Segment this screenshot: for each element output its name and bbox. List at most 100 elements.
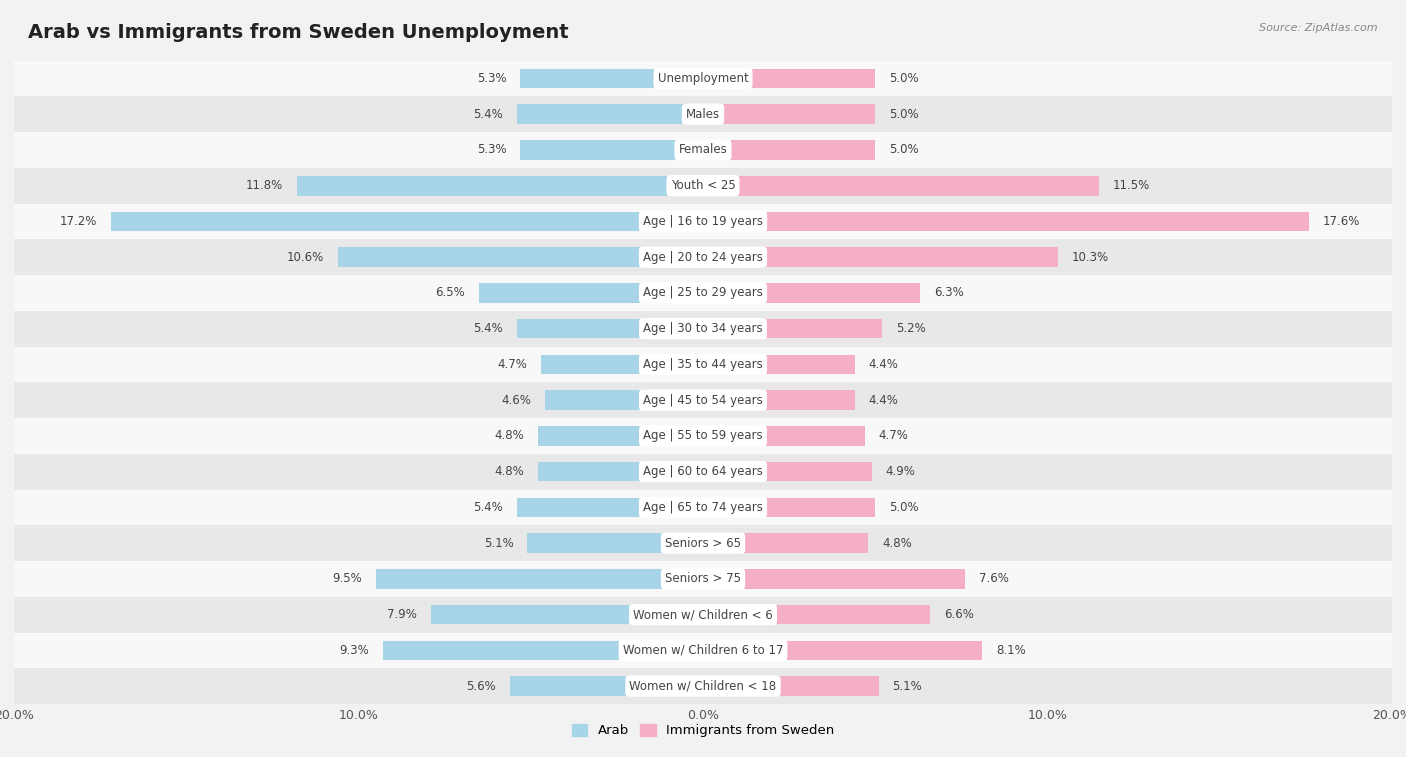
Text: 5.4%: 5.4%	[474, 322, 503, 335]
Bar	[703, 212, 1309, 231]
FancyBboxPatch shape	[14, 668, 1392, 704]
Bar	[703, 426, 865, 446]
FancyBboxPatch shape	[14, 311, 1392, 347]
Text: Arab vs Immigrants from Sweden Unemployment: Arab vs Immigrants from Sweden Unemploym…	[28, 23, 569, 42]
Legend: Arab, Immigrants from Sweden: Arab, Immigrants from Sweden	[567, 718, 839, 743]
Text: 9.5%: 9.5%	[332, 572, 361, 585]
Bar	[703, 391, 855, 410]
Bar	[703, 462, 872, 481]
Text: 5.6%: 5.6%	[467, 680, 496, 693]
Bar	[703, 248, 1057, 267]
Text: Unemployment: Unemployment	[658, 72, 748, 85]
Bar	[541, 354, 703, 374]
Bar	[703, 354, 855, 374]
Text: 10.3%: 10.3%	[1071, 251, 1109, 263]
Text: 5.1%: 5.1%	[484, 537, 513, 550]
Text: 10.6%: 10.6%	[287, 251, 323, 263]
Text: 6.5%: 6.5%	[436, 286, 465, 300]
Text: Age | 65 to 74 years: Age | 65 to 74 years	[643, 501, 763, 514]
FancyBboxPatch shape	[14, 633, 1392, 668]
Text: 5.2%: 5.2%	[896, 322, 925, 335]
FancyBboxPatch shape	[14, 61, 1392, 96]
Text: Age | 60 to 64 years: Age | 60 to 64 years	[643, 465, 763, 478]
Text: Age | 45 to 54 years: Age | 45 to 54 years	[643, 394, 763, 407]
Bar	[527, 534, 703, 553]
Text: Source: ZipAtlas.com: Source: ZipAtlas.com	[1260, 23, 1378, 33]
Text: Youth < 25: Youth < 25	[671, 179, 735, 192]
Bar	[703, 319, 882, 338]
Text: 4.7%: 4.7%	[879, 429, 908, 442]
Text: 4.8%: 4.8%	[494, 465, 524, 478]
FancyBboxPatch shape	[14, 490, 1392, 525]
Text: 17.6%: 17.6%	[1323, 215, 1361, 228]
Text: 5.4%: 5.4%	[474, 501, 503, 514]
Text: 9.3%: 9.3%	[339, 644, 368, 657]
Bar	[703, 534, 869, 553]
Bar	[703, 676, 879, 696]
Bar	[537, 462, 703, 481]
FancyBboxPatch shape	[14, 96, 1392, 132]
Bar	[703, 69, 875, 89]
Text: 4.8%: 4.8%	[882, 537, 912, 550]
Text: 4.6%: 4.6%	[501, 394, 531, 407]
Text: 5.0%: 5.0%	[889, 72, 918, 85]
Bar	[375, 569, 703, 589]
Text: 5.0%: 5.0%	[889, 107, 918, 120]
Text: 5.3%: 5.3%	[477, 143, 506, 157]
FancyBboxPatch shape	[14, 168, 1392, 204]
Bar	[703, 497, 875, 517]
Bar	[703, 569, 965, 589]
Text: Females: Females	[679, 143, 727, 157]
FancyBboxPatch shape	[14, 204, 1392, 239]
Text: 7.6%: 7.6%	[979, 572, 1008, 585]
Bar	[479, 283, 703, 303]
Bar	[430, 605, 703, 625]
Text: 11.5%: 11.5%	[1114, 179, 1150, 192]
Bar	[297, 176, 703, 195]
Text: Seniors > 75: Seniors > 75	[665, 572, 741, 585]
FancyBboxPatch shape	[14, 418, 1392, 453]
FancyBboxPatch shape	[14, 239, 1392, 275]
Bar	[520, 140, 703, 160]
Bar	[703, 283, 920, 303]
Bar	[520, 69, 703, 89]
Text: 17.2%: 17.2%	[59, 215, 97, 228]
Text: Age | 16 to 19 years: Age | 16 to 19 years	[643, 215, 763, 228]
Text: 4.8%: 4.8%	[494, 429, 524, 442]
Text: 5.0%: 5.0%	[889, 143, 918, 157]
Text: 4.7%: 4.7%	[498, 358, 527, 371]
Text: 4.4%: 4.4%	[869, 394, 898, 407]
Text: Age | 25 to 29 years: Age | 25 to 29 years	[643, 286, 763, 300]
Text: 8.1%: 8.1%	[995, 644, 1025, 657]
Text: Women w/ Children 6 to 17: Women w/ Children 6 to 17	[623, 644, 783, 657]
Text: 4.9%: 4.9%	[886, 465, 915, 478]
Text: 5.0%: 5.0%	[889, 501, 918, 514]
FancyBboxPatch shape	[14, 597, 1392, 633]
Text: 7.9%: 7.9%	[387, 608, 418, 621]
FancyBboxPatch shape	[14, 132, 1392, 168]
Text: Age | 30 to 34 years: Age | 30 to 34 years	[643, 322, 763, 335]
Bar	[703, 140, 875, 160]
Text: 6.6%: 6.6%	[945, 608, 974, 621]
Text: Seniors > 65: Seniors > 65	[665, 537, 741, 550]
FancyBboxPatch shape	[14, 561, 1392, 597]
Bar	[382, 640, 703, 660]
Bar	[703, 640, 981, 660]
Text: 5.1%: 5.1%	[893, 680, 922, 693]
Text: 11.8%: 11.8%	[246, 179, 283, 192]
Text: 6.3%: 6.3%	[934, 286, 963, 300]
Bar	[337, 248, 703, 267]
Text: Age | 20 to 24 years: Age | 20 to 24 years	[643, 251, 763, 263]
Bar	[537, 426, 703, 446]
FancyBboxPatch shape	[14, 275, 1392, 311]
Bar	[517, 319, 703, 338]
FancyBboxPatch shape	[14, 347, 1392, 382]
FancyBboxPatch shape	[14, 382, 1392, 418]
Text: 5.4%: 5.4%	[474, 107, 503, 120]
Text: Males: Males	[686, 107, 720, 120]
Bar	[517, 104, 703, 124]
Bar	[703, 605, 931, 625]
Bar	[517, 497, 703, 517]
Bar	[703, 104, 875, 124]
Bar	[544, 391, 703, 410]
